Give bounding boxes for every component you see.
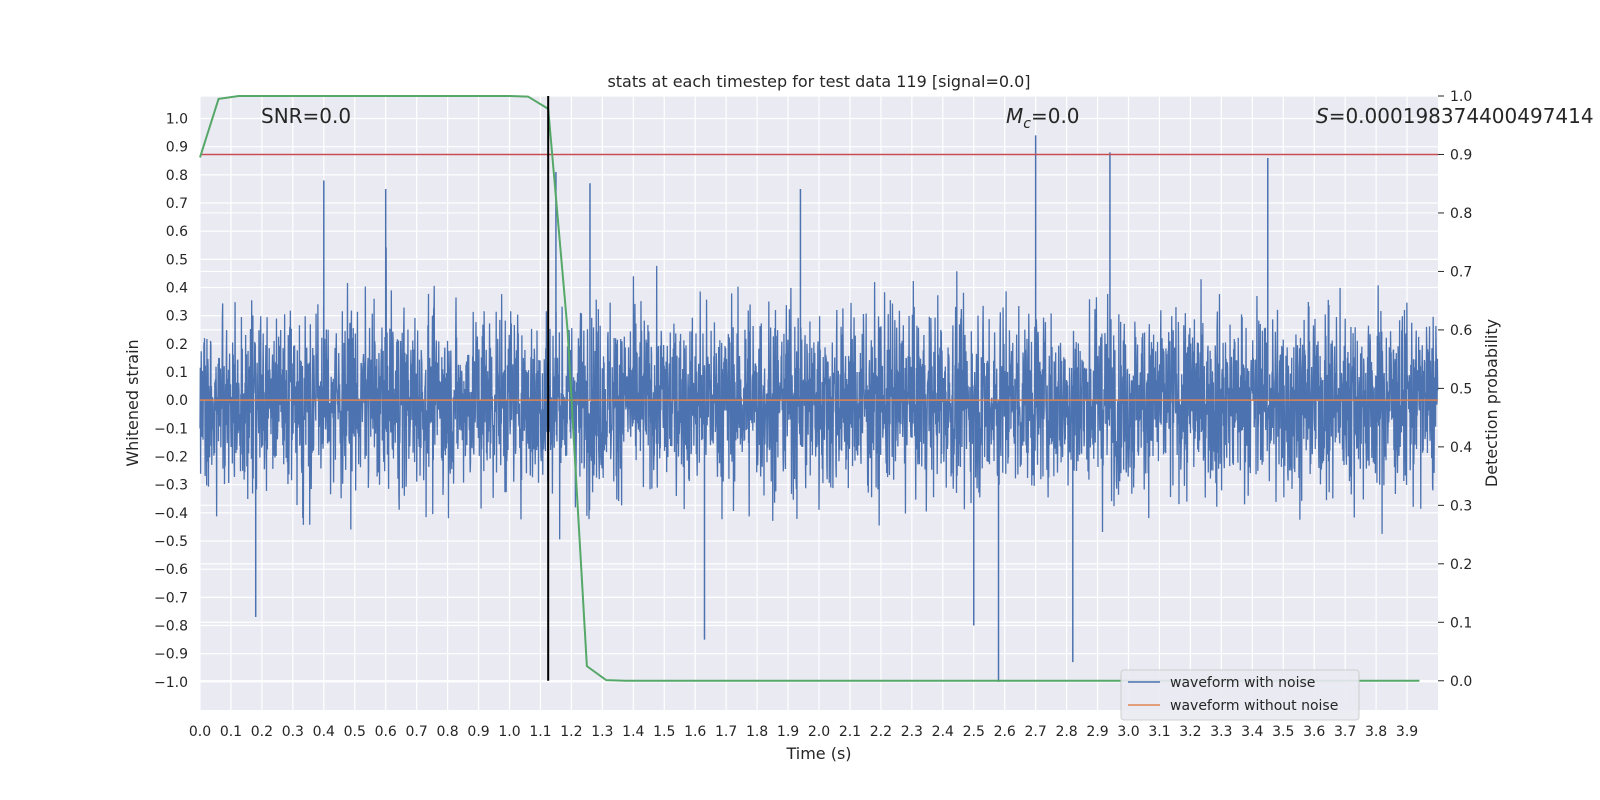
y-left-tick-label: 0.8 bbox=[166, 168, 188, 184]
y-left-tick-label: −0.2 bbox=[154, 450, 188, 466]
x-tick-label: 1.7 bbox=[715, 724, 737, 740]
legend-label-noise: waveform with noise bbox=[1170, 675, 1315, 691]
y-left-tick-label: 0.5 bbox=[166, 252, 188, 268]
chart-title: stats at each timestep for test data 119… bbox=[607, 72, 1030, 91]
y-right-tick-label: 0.4 bbox=[1450, 440, 1472, 456]
y-axis-label-right: Detection probability bbox=[1482, 319, 1501, 487]
annotation-snr: SNR=0.0 bbox=[261, 104, 351, 128]
x-tick-label: 3.2 bbox=[1179, 724, 1201, 740]
annotation-mc: Mc=0.0 bbox=[1006, 104, 1080, 132]
y-left-tick-label: −0.4 bbox=[154, 506, 188, 522]
x-tick-label: 3.9 bbox=[1396, 724, 1418, 740]
x-tick-label: 2.1 bbox=[839, 724, 861, 740]
y-left-tick-label: 0.2 bbox=[166, 337, 188, 353]
x-tick-label: 0.0 bbox=[189, 724, 211, 740]
x-tick-label: 1.2 bbox=[560, 724, 582, 740]
series-waveform-with-noise bbox=[199, 135, 1439, 682]
y-left-tick-label: 1.0 bbox=[166, 112, 188, 128]
x-tick-label: 2.0 bbox=[808, 724, 830, 740]
x-tick-label: 3.4 bbox=[1241, 724, 1263, 740]
x-tick-label: 2.4 bbox=[932, 724, 954, 740]
x-tick-label: 2.8 bbox=[1055, 724, 1077, 740]
y-left-tick-label: −0.6 bbox=[154, 562, 188, 578]
y-left-tick-label: −0.9 bbox=[154, 647, 188, 663]
y-left-tick-label: 0.1 bbox=[166, 365, 188, 381]
x-tick-label: 3.6 bbox=[1303, 724, 1325, 740]
y-left-tick-label: −0.5 bbox=[154, 534, 188, 550]
x-tick-label: 1.0 bbox=[498, 724, 520, 740]
x-tick-label: 1.8 bbox=[746, 724, 768, 740]
y-right-tick-label: 0.8 bbox=[1450, 206, 1472, 222]
y-left-tick-label: 0.7 bbox=[166, 196, 188, 212]
x-tick-label: 2.7 bbox=[1025, 724, 1047, 740]
y-right-tick-label: 0.9 bbox=[1450, 147, 1472, 163]
x-tick-label: 3.1 bbox=[1148, 724, 1170, 740]
x-tick-label: 2.6 bbox=[994, 724, 1016, 740]
legend-box bbox=[1120, 669, 1360, 721]
ticks: 0.0 0.1 0.2 0.3 0.4 0.5 0.6 0.7 0.8 0.9 1.0 1.1 1.2 1… bbox=[154, 89, 1472, 740]
detection-probability-line bbox=[199, 95, 1420, 682]
x-tick-label: 1.3 bbox=[591, 724, 613, 740]
x-tick-label: 0.4 bbox=[313, 724, 335, 740]
x-tick-label: 1.6 bbox=[684, 724, 706, 740]
y-left-tick-label: −0.8 bbox=[154, 619, 188, 635]
x-tick-label: 1.4 bbox=[622, 724, 644, 740]
x-tick-label: 0.7 bbox=[406, 724, 428, 740]
x-tick-label: 2.5 bbox=[963, 724, 985, 740]
x-axis-label: Time (s) bbox=[785, 744, 851, 763]
y-left-tick-label: −1.0 bbox=[154, 675, 188, 691]
x-tick-label: 1.5 bbox=[653, 724, 675, 740]
y-right-tick-label: 0.6 bbox=[1450, 323, 1472, 339]
y-right-tick-label: 0.0 bbox=[1450, 674, 1472, 690]
x-tick-label: 0.6 bbox=[375, 724, 397, 740]
y-left-tick-label: −0.3 bbox=[154, 478, 188, 494]
x-tick-label: 0.8 bbox=[436, 724, 458, 740]
waveform-with-noise-line bbox=[199, 247, 1439, 540]
x-tick-label: 1.9 bbox=[777, 724, 799, 740]
annotation-s: S=0.00019837440049741​4 bbox=[1316, 104, 1594, 128]
x-tick-label: 3.7 bbox=[1334, 724, 1356, 740]
y-left-tick-label: 0.6 bbox=[166, 224, 188, 240]
y-right-tick-label: 0.5 bbox=[1450, 381, 1472, 397]
x-tick-label: 0.5 bbox=[344, 724, 366, 740]
x-tick-label: 2.2 bbox=[870, 724, 892, 740]
x-tick-label: 3.3 bbox=[1210, 724, 1232, 740]
y-right-tick-label: 0.7 bbox=[1450, 264, 1472, 280]
y-right-tick-label: 0.3 bbox=[1450, 498, 1472, 514]
legend-label-clean: waveform without noise bbox=[1170, 698, 1338, 714]
overlays bbox=[199, 95, 1438, 682]
x-tick-label: 0.1 bbox=[220, 724, 242, 740]
x-tick-label: 0.3 bbox=[282, 724, 304, 740]
y-left-tick-label: 0.4 bbox=[166, 281, 188, 297]
x-tick-label: 1.1 bbox=[529, 724, 551, 740]
x-tick-label: 0.9 bbox=[467, 724, 489, 740]
y-left-tick-label: 0.0 bbox=[166, 393, 188, 409]
x-tick-label: 2.3 bbox=[901, 724, 923, 740]
y-right-tick-label: 0.1 bbox=[1450, 615, 1472, 631]
y-left-tick-label: −0.7 bbox=[154, 590, 188, 606]
y-left-tick-label: −0.1 bbox=[154, 421, 188, 437]
x-tick-label: 3.5 bbox=[1272, 724, 1294, 740]
x-tick-label: 3.8 bbox=[1365, 724, 1387, 740]
y-axis-label-left: Whitened strain bbox=[123, 339, 142, 466]
x-tick-label: 2.9 bbox=[1086, 724, 1108, 740]
x-tick-label: 3.0 bbox=[1117, 724, 1139, 740]
legend: waveform with noise waveform without noi… bbox=[1120, 669, 1360, 721]
y-right-tick-label: 0.2 bbox=[1450, 557, 1472, 573]
y-left-tick-label: 0.3 bbox=[166, 309, 188, 325]
y-right-tick-label: 1.0 bbox=[1450, 89, 1472, 105]
x-tick-label: 0.2 bbox=[251, 724, 273, 740]
y-left-tick-label: 0.9 bbox=[166, 140, 188, 156]
